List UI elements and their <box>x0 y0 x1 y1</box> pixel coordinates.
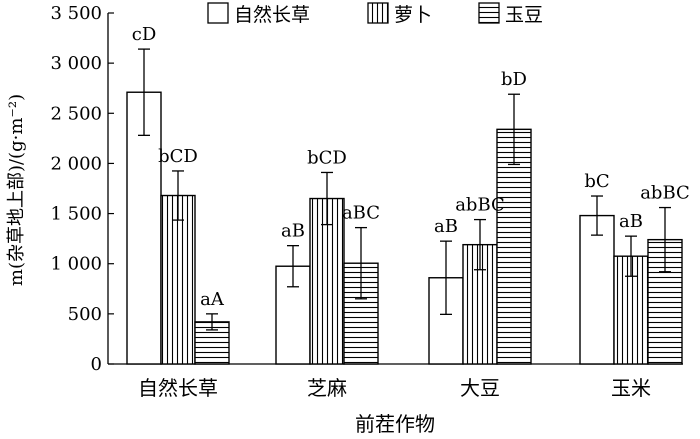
bar <box>309 197 345 365</box>
bar-label: bCD <box>158 146 198 167</box>
bar-label: abBC <box>455 195 505 216</box>
bar-label: cD <box>132 24 157 45</box>
bar-label: aB <box>619 211 643 232</box>
bars <box>126 91 683 365</box>
bar <box>160 194 196 365</box>
legend-label: 玉豆 <box>505 4 543 26</box>
x-tick-label: 玉米 <box>611 376 651 400</box>
y-tick-label: 3 500 <box>50 3 102 24</box>
y-tick-label: 500 <box>68 304 102 325</box>
bar <box>647 238 683 365</box>
bar <box>496 128 532 365</box>
y-tick-label: 0 <box>91 354 102 375</box>
y-tick-label: 3 000 <box>50 53 102 74</box>
legend-label: 萝卜 <box>394 4 432 26</box>
bar-label: aB <box>281 221 305 242</box>
bar-label: aA <box>200 289 225 310</box>
bar <box>579 214 615 365</box>
legend-swatch <box>478 2 500 24</box>
bar-label: bD <box>501 69 527 90</box>
x-tick-labels: 自然长草 芝麻 大豆 玉米 <box>138 376 651 400</box>
y-tick-label: 2 500 <box>50 103 102 124</box>
bar-label: aBC <box>342 203 380 224</box>
y-axis-title: m(杂草地上部)/(g·m⁻²) <box>6 94 27 286</box>
bar-label: aB <box>434 216 458 237</box>
bar <box>275 265 311 365</box>
bar-label: abBC <box>640 183 690 204</box>
legend: 自然长草 萝卜 玉豆 <box>207 2 543 26</box>
y-tick-label: 1 000 <box>50 254 102 275</box>
legend-swatch <box>207 2 229 24</box>
x-axis-title: 前茬作物 <box>355 412 435 436</box>
legend-label: 自然长草 <box>234 4 310 26</box>
y-tick-label: 2 000 <box>50 153 102 174</box>
x-tick-label: 大豆 <box>460 376 500 400</box>
bar-label: bCD <box>307 147 347 168</box>
bar-label: bC <box>584 171 609 192</box>
y-ticks: 0 500 1 000 1 500 2 000 2 500 3 000 3 500 <box>50 3 114 375</box>
legend-swatch <box>367 2 389 24</box>
error-bars <box>138 48 671 331</box>
x-tick-label: 芝麻 <box>307 376 347 400</box>
x-tick-label: 自然长草 <box>138 376 218 400</box>
y-tick-label: 1 500 <box>50 204 102 225</box>
